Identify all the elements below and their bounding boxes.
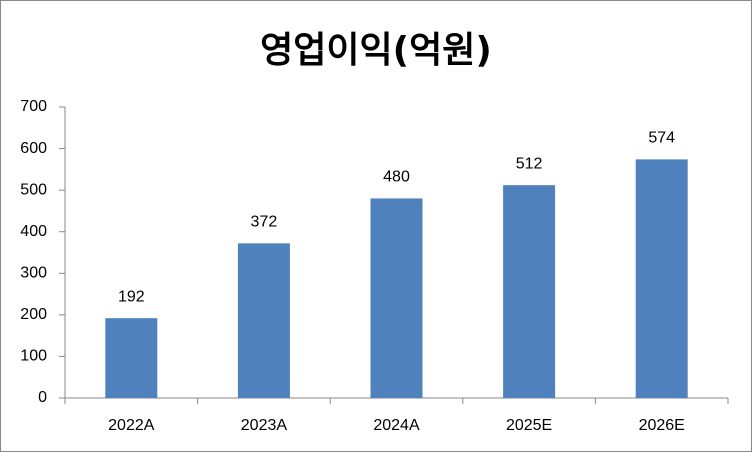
y-tick-label: 500	[20, 181, 47, 198]
x-tick-label: 2024A	[373, 417, 420, 434]
data-label: 372	[251, 214, 278, 231]
y-tick-label: 400	[20, 223, 47, 240]
x-tick-label: 2026E	[639, 417, 685, 434]
chart-title: 영업이익(억원)	[260, 30, 492, 71]
y-tick-label: 300	[20, 265, 47, 282]
y-tick-label: 0	[38, 389, 47, 406]
data-label: 512	[516, 155, 543, 172]
bar	[635, 159, 688, 398]
data-label: 574	[648, 130, 675, 147]
x-tick-label: 2025E	[506, 417, 552, 434]
data-label: 192	[118, 288, 145, 305]
x-tick-label: 2022A	[108, 417, 155, 434]
y-tick-label: 700	[20, 98, 47, 115]
y-tick-label: 200	[20, 306, 47, 323]
y-tick-label: 600	[20, 140, 47, 157]
bar	[237, 243, 290, 398]
y-tick-label: 100	[20, 348, 47, 365]
x-tick-label: 2023A	[241, 417, 288, 434]
data-label: 480	[383, 169, 410, 186]
bar	[503, 185, 556, 398]
bar	[105, 318, 158, 398]
bar	[370, 198, 423, 398]
